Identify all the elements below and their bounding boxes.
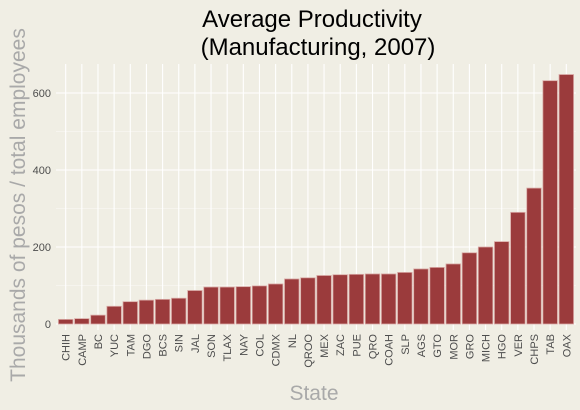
bar-camp xyxy=(74,318,90,325)
x-tick-label: HGO xyxy=(497,334,509,360)
bar-qro xyxy=(364,273,381,325)
bar-son xyxy=(203,286,219,325)
x-tick-label: BC xyxy=(93,334,105,349)
x-tick-label: VER xyxy=(513,334,525,357)
bar-col xyxy=(251,285,268,325)
bar-mex xyxy=(316,275,332,325)
x-tick-label: CAMP xyxy=(77,334,89,366)
bars xyxy=(58,74,574,325)
bar-bcs xyxy=(154,298,171,325)
bar-yuc xyxy=(106,305,122,325)
x-tick-label: CHIH xyxy=(61,334,73,361)
bar-nl xyxy=(284,278,300,325)
bar-nay xyxy=(235,286,251,325)
x-tick-label: GRO xyxy=(464,334,476,360)
bar-mich xyxy=(477,246,494,325)
x-axis-title: State xyxy=(289,382,338,405)
bar-hgo xyxy=(494,241,510,325)
chart-title-line-1: Average Productivity xyxy=(202,6,422,33)
x-tick-label: CHPS xyxy=(529,334,541,365)
x-tick-label: SON xyxy=(206,334,218,358)
x-tick-label: ZAC xyxy=(335,334,347,356)
bar-ags xyxy=(413,268,429,325)
x-tick-label: AGS xyxy=(416,334,428,357)
bar-oax xyxy=(558,74,574,325)
x-tick-label: OAX xyxy=(561,333,573,357)
y-axis-title: Thousands of pesos / total employees xyxy=(7,28,30,382)
x-tick-label: PUE xyxy=(351,334,363,357)
bar-qroo xyxy=(300,277,316,325)
x-tick-label: TAM xyxy=(125,334,137,356)
x-tick-label: SIN xyxy=(174,334,186,352)
y-tick-label: 200 xyxy=(33,242,51,254)
bar-slp xyxy=(397,272,413,325)
x-tick-label: YUC xyxy=(109,334,121,357)
x-tick-label: NL xyxy=(287,334,299,348)
y-tick-label: 400 xyxy=(33,165,51,177)
bar-tam xyxy=(122,301,138,325)
x-tick-label: MEX xyxy=(319,333,331,358)
x-axis-ticks: CHIH CAMP BC YUC TAM DGO BCS SIN JAL SON TLAX NAY CO… xyxy=(61,333,574,367)
chart-title-line-2: (Manufacturing, 2007) xyxy=(201,34,436,61)
x-tick-label: BCS xyxy=(158,334,170,357)
x-tick-label: DGO xyxy=(141,334,153,360)
bar-mor xyxy=(445,263,461,325)
bar-cdmx xyxy=(267,283,284,325)
bar-zac xyxy=(332,274,348,325)
bar-ver xyxy=(510,211,526,325)
x-tick-label: COAH xyxy=(384,334,396,366)
x-tick-label: MICH xyxy=(481,334,493,362)
bar-sin xyxy=(171,297,187,325)
bar-chps xyxy=(526,187,542,325)
bar-pue xyxy=(348,273,365,325)
x-tick-label: TAB xyxy=(545,334,557,355)
x-tick-label: JAL xyxy=(190,334,202,353)
y-tick-label: 600 xyxy=(33,88,51,100)
bar-gro xyxy=(461,252,478,325)
y-tick-label: 0 xyxy=(45,319,51,331)
x-tick-label: GTO xyxy=(432,334,444,358)
bar-tlax xyxy=(219,286,235,325)
bar-tab xyxy=(542,80,558,325)
x-tick-label: QRO xyxy=(368,334,380,360)
bar-gto xyxy=(429,267,445,325)
x-tick-label: NAY xyxy=(238,333,250,355)
x-tick-label: TLAX xyxy=(222,333,234,361)
x-tick-label: QROO xyxy=(303,334,315,368)
x-tick-label: CDMX xyxy=(271,333,283,366)
bar-chih xyxy=(58,318,74,325)
x-tick-label: MOR xyxy=(448,334,460,360)
x-tick-label: SLP xyxy=(400,334,412,355)
bar-dgo xyxy=(138,299,155,325)
bar-bc xyxy=(90,314,106,325)
bar-coah xyxy=(381,273,397,325)
bar-jal xyxy=(187,290,203,325)
y-axis-ticks: 0 200 400 600 xyxy=(33,88,51,331)
x-tick-label: COL xyxy=(254,334,266,357)
